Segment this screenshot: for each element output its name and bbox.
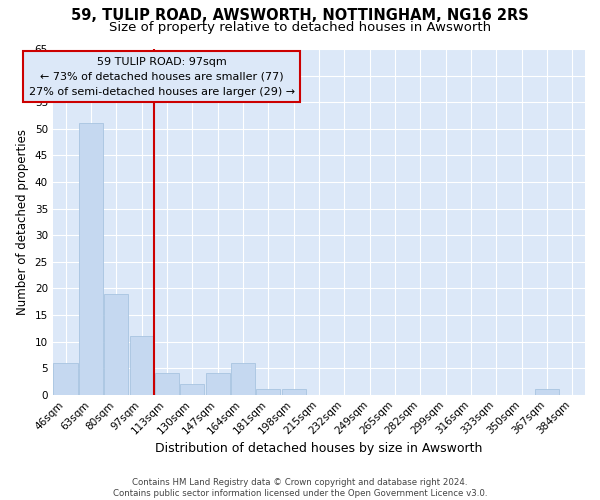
X-axis label: Distribution of detached houses by size in Awsworth: Distribution of detached houses by size … xyxy=(155,442,482,455)
Bar xyxy=(155,374,179,394)
Bar xyxy=(53,363,77,394)
Text: Size of property relative to detached houses in Awsworth: Size of property relative to detached ho… xyxy=(109,21,491,34)
Text: 59 TULIP ROAD: 97sqm
← 73% of detached houses are smaller (77)
27% of semi-detac: 59 TULIP ROAD: 97sqm ← 73% of detached h… xyxy=(29,57,295,96)
Bar xyxy=(256,390,280,394)
Bar xyxy=(231,363,255,394)
Bar xyxy=(180,384,204,394)
Bar xyxy=(206,374,230,394)
Bar xyxy=(130,336,154,394)
Text: 59, TULIP ROAD, AWSWORTH, NOTTINGHAM, NG16 2RS: 59, TULIP ROAD, AWSWORTH, NOTTINGHAM, NG… xyxy=(71,8,529,22)
Bar xyxy=(104,294,128,394)
Bar xyxy=(79,124,103,394)
Bar xyxy=(281,390,305,394)
Bar xyxy=(535,390,559,394)
Text: Contains HM Land Registry data © Crown copyright and database right 2024.
Contai: Contains HM Land Registry data © Crown c… xyxy=(113,478,487,498)
Y-axis label: Number of detached properties: Number of detached properties xyxy=(16,129,29,315)
